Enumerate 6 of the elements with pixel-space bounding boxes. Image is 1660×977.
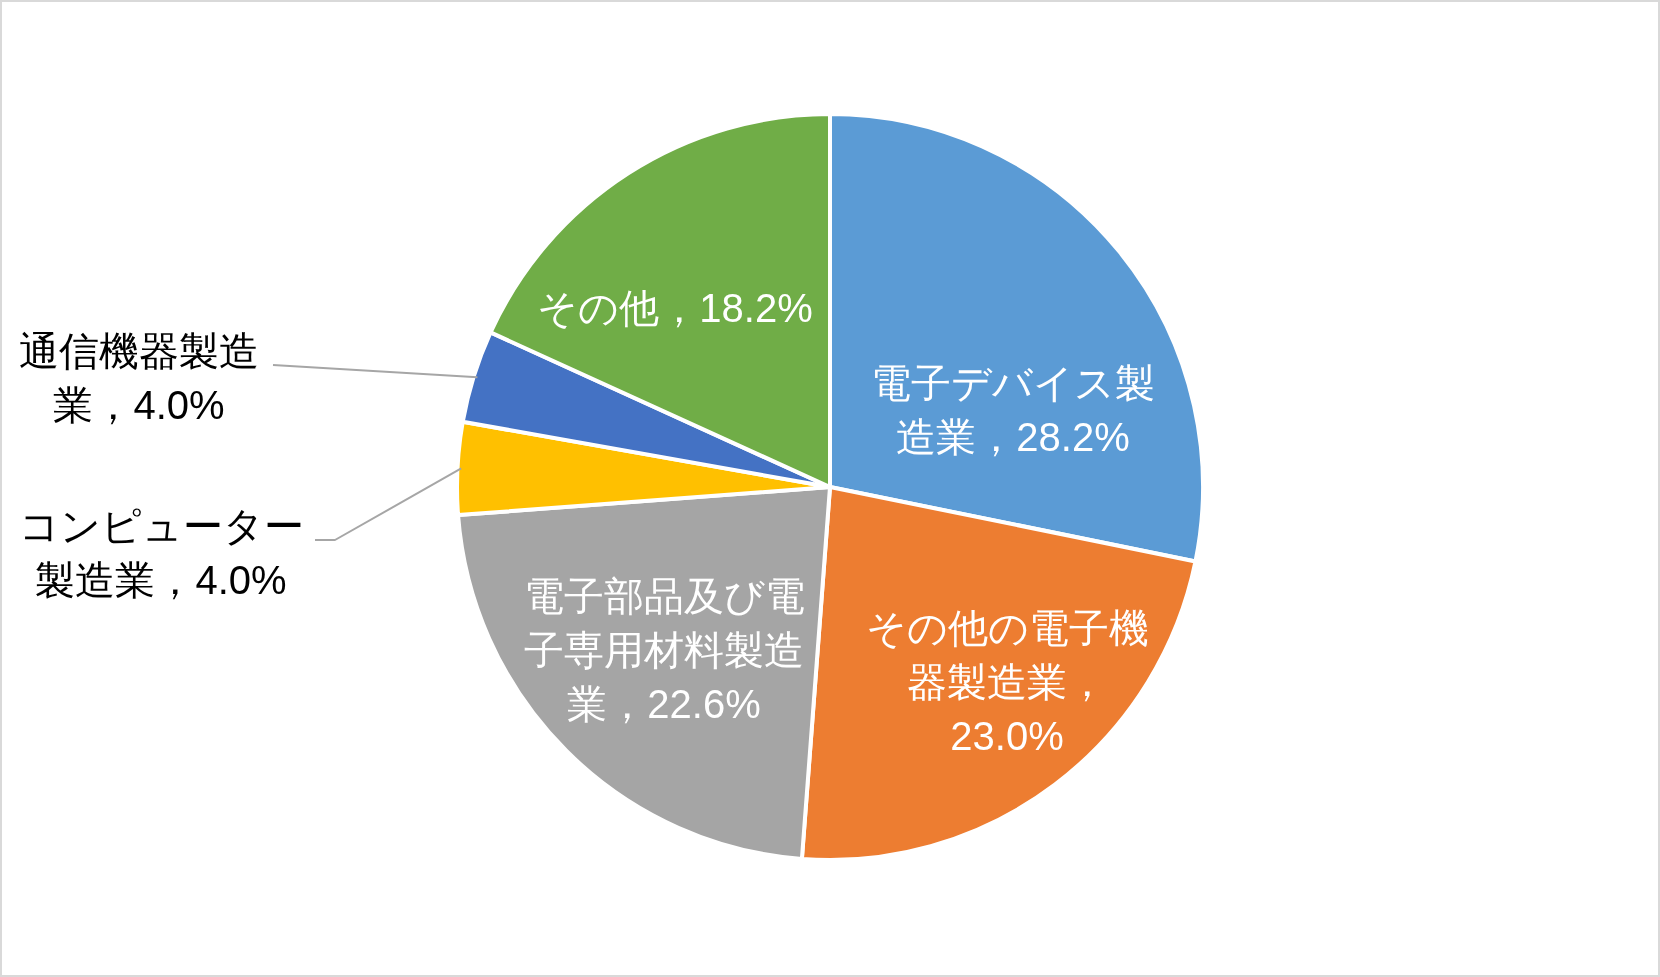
slice-label: その他，18.2%	[536, 285, 814, 332]
slice-label: 電子部品及び電子専用材料製造業，22.6%	[522, 573, 806, 728]
slice-label: コンピューター製造業，4.0%	[17, 503, 305, 604]
slice-label: 電子デバイス製造業，28.2%	[870, 360, 1156, 461]
slice-label: 通信機器製造業，4.0%	[18, 328, 260, 429]
slice-label: その他の電子機器製造業，23.0%	[864, 605, 1150, 760]
